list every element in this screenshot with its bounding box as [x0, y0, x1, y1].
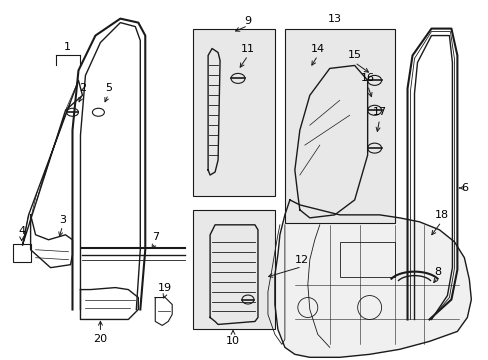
Bar	[13, 244, 31, 262]
Text: 12: 12	[294, 255, 308, 265]
Bar	[339, 242, 394, 276]
Text: 11: 11	[241, 44, 254, 54]
Text: 13: 13	[327, 14, 341, 24]
Text: 1: 1	[64, 41, 71, 51]
Text: 17: 17	[372, 107, 386, 117]
Text: 10: 10	[225, 336, 240, 346]
Text: 6: 6	[460, 183, 467, 193]
Bar	[193, 28, 274, 196]
Text: 15: 15	[347, 50, 361, 60]
Bar	[193, 210, 274, 329]
Text: 8: 8	[433, 267, 440, 276]
Text: 14: 14	[310, 44, 324, 54]
Text: 3: 3	[59, 215, 66, 225]
Text: 18: 18	[433, 210, 447, 220]
Bar	[285, 28, 394, 223]
Text: 20: 20	[93, 334, 107, 345]
Text: 5: 5	[104, 84, 112, 93]
Text: 4: 4	[18, 226, 25, 236]
Text: 19: 19	[158, 283, 172, 293]
Text: 7: 7	[151, 232, 159, 242]
Text: 2: 2	[79, 84, 86, 93]
Polygon shape	[274, 200, 470, 357]
Text: 9: 9	[244, 15, 251, 26]
Text: 16: 16	[360, 73, 374, 84]
